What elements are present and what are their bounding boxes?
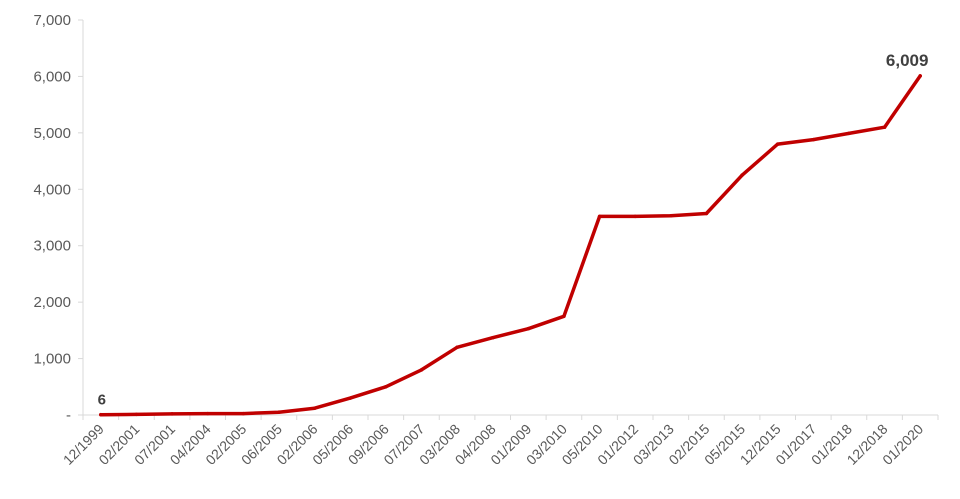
data-point bbox=[490, 335, 495, 340]
data-label: 6,009 bbox=[886, 51, 929, 70]
data-point bbox=[775, 142, 780, 146]
data-point bbox=[348, 396, 352, 400]
data-label: 6 bbox=[98, 392, 106, 409]
data-point bbox=[241, 411, 246, 416]
data-point bbox=[419, 368, 424, 372]
data-point bbox=[455, 345, 459, 350]
series-line bbox=[99, 74, 922, 417]
data-point bbox=[811, 137, 816, 142]
data-point bbox=[918, 74, 922, 78]
data-labels: 6 6,009 bbox=[98, 51, 929, 409]
data-point bbox=[312, 406, 317, 410]
data-point bbox=[669, 214, 673, 218]
data-point bbox=[562, 314, 566, 318]
y-tick-label: 7,000 bbox=[33, 12, 71, 29]
data-point bbox=[704, 211, 709, 216]
y-tick-label: - bbox=[66, 407, 71, 424]
y-tick-label: 1,000 bbox=[33, 351, 71, 368]
data-point bbox=[597, 214, 602, 219]
x-axis: 12/199902/200107/200104/200402/200506/20… bbox=[60, 415, 939, 468]
data-point bbox=[170, 412, 174, 416]
data-point bbox=[99, 412, 103, 417]
series bbox=[99, 74, 922, 417]
y-tick-label: 3,000 bbox=[33, 238, 71, 255]
data-point bbox=[205, 411, 210, 416]
data-point bbox=[633, 214, 637, 219]
data-point bbox=[740, 173, 744, 177]
data-point bbox=[277, 410, 281, 414]
y-tick-label: 5,000 bbox=[33, 125, 71, 142]
data-point bbox=[882, 125, 887, 129]
y-tick-label: 4,000 bbox=[33, 181, 71, 198]
y-tick-label: 6,000 bbox=[33, 68, 71, 85]
data-point bbox=[134, 412, 139, 417]
y-axis: - 1,000 2,000 3,000 4,000 5,000 6,000 7,000 bbox=[33, 12, 83, 424]
data-point bbox=[384, 385, 388, 389]
data-point bbox=[847, 131, 851, 136]
y-tick-label: 2,000 bbox=[33, 294, 71, 311]
data-point bbox=[526, 326, 531, 331]
